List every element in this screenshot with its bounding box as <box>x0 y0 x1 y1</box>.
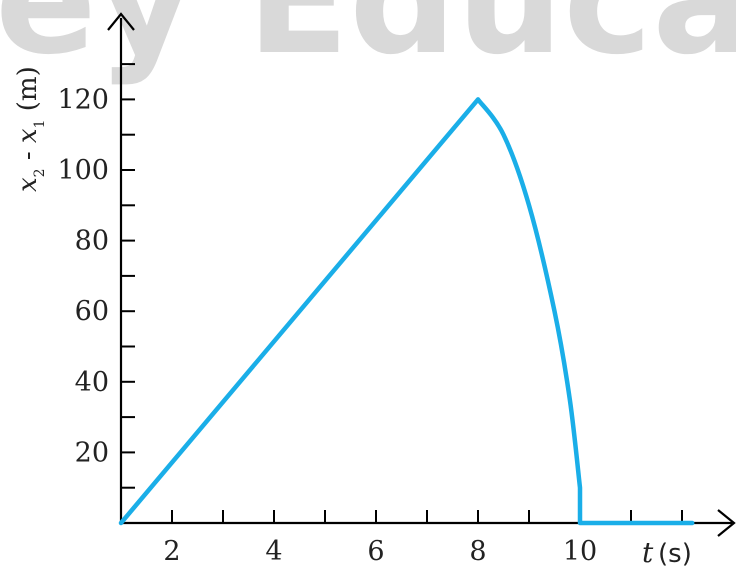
y-label-x2: x <box>13 177 43 192</box>
y-tick-label: 40 <box>75 367 109 398</box>
ticks <box>121 63 683 523</box>
y-label-minus: - <box>13 143 43 168</box>
series <box>118 97 695 526</box>
series-line-0 <box>118 97 695 526</box>
y-label-sub1: 1 <box>32 119 48 128</box>
y-label-sub2: 2 <box>32 168 48 177</box>
y-tick-label: 20 <box>75 437 109 468</box>
x-tick-label: 2 <box>163 536 180 567</box>
y-tick-label: 120 <box>57 84 109 115</box>
y-axis-arrow <box>107 12 135 31</box>
y-label-x1: x <box>13 128 43 143</box>
x-tick-label: 10 <box>563 536 597 567</box>
y-label-unit: (m) <box>13 66 43 119</box>
tick-labels: 2 4 6 8 10 20 40 60 80 100 120 <box>57 84 597 567</box>
x-tick-label: 4 <box>265 536 282 567</box>
x-tick-label: 6 <box>367 536 384 567</box>
watermark-text: ey Educa <box>0 0 736 88</box>
y-tick-label: 100 <box>57 155 109 186</box>
y-tick-label: 60 <box>75 296 109 327</box>
x-tick-label: 8 <box>469 536 486 567</box>
y-tick-label: 80 <box>75 226 109 257</box>
x-axis-label-unit: (s) <box>658 539 692 569</box>
x-axis-arrow <box>717 509 736 537</box>
x-axis-label-variable: t <box>642 536 654 569</box>
axes <box>107 12 736 537</box>
y-axis-label: x2 - x1 (m) <box>13 66 48 192</box>
